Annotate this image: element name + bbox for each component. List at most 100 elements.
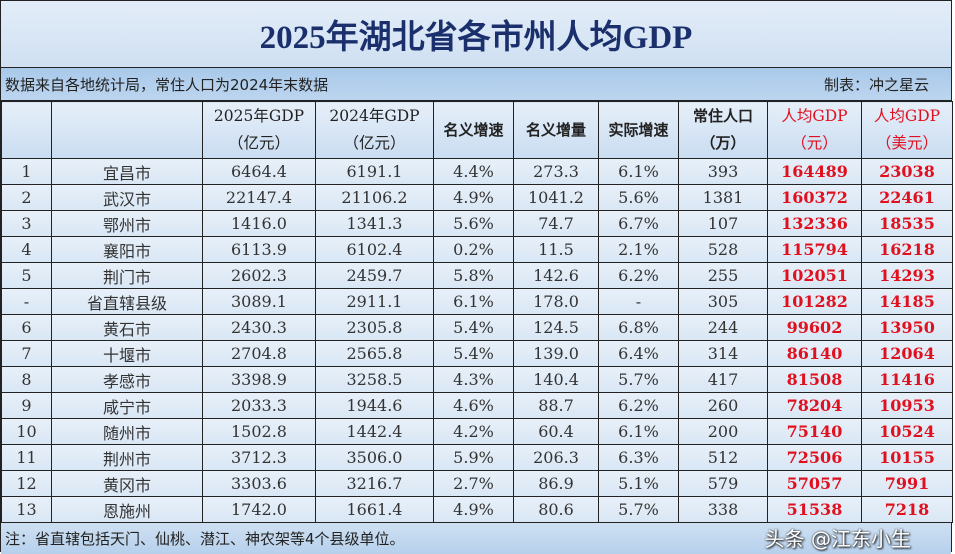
table-cell: 5.9%: [433, 444, 514, 471]
table-cell: 5.1%: [598, 470, 679, 497]
table-cell: 2565.8: [315, 340, 434, 367]
header-unit: （元）: [791, 134, 838, 152]
table-cell: 393: [678, 158, 768, 185]
table-cell: 2911.1: [315, 288, 434, 315]
table-cell: 2: [1, 184, 52, 211]
header-line: 常住人口: [692, 107, 753, 125]
table-cell: 8: [1, 366, 52, 393]
column-header: 2025年GDP （亿元）: [202, 101, 316, 159]
table-cell: 1381: [678, 184, 768, 211]
table-cell: 6.4%: [598, 340, 679, 367]
table-cell: 襄阳市: [51, 236, 203, 263]
table-cell: 21106.2: [315, 184, 434, 211]
table-cell: 57057: [767, 470, 862, 497]
table-cell: 99602: [767, 314, 862, 341]
table-cell: 273.3: [513, 158, 599, 185]
table-cell: 6: [1, 314, 52, 341]
table-cell: 206.3: [513, 444, 599, 471]
table-cell: 6464.4: [202, 158, 316, 185]
table-cell: 1944.6: [315, 392, 434, 419]
table-cell: 6.1%: [598, 158, 679, 185]
table-row: 3 鄂州市 1416.0 1341.3 5.6% 74.7 6.7% 107 132336 185…: [1, 210, 953, 237]
table-cell: 88.7: [513, 392, 599, 419]
table-cell: 255: [678, 262, 768, 289]
table-cell: 1661.4: [315, 496, 434, 523]
table-cell: 2459.7: [315, 262, 434, 289]
table-cell: 10: [1, 418, 52, 445]
table-cell: 3258.5: [315, 366, 434, 393]
table-cell: 1416.0: [202, 210, 316, 237]
table-row: 8 孝感市 3398.9 3258.5 4.3% 140.4 5.7% 417 81508 114…: [1, 366, 953, 393]
table-cell: 23038: [861, 158, 953, 185]
table-cell: 6.1%: [598, 418, 679, 445]
data-table: 2025年GDP （亿元） 2024年GDP （亿元） 名义增速 名义增量 实际增速 常住人口…: [1, 101, 953, 523]
footnote: 注：省直辖包括天门、仙桃、潜江、神农架等4个县级单位。: [5, 530, 405, 548]
table-cell: 11416: [861, 366, 953, 393]
table-cell: 417: [678, 366, 768, 393]
table-cell: 115794: [767, 236, 862, 263]
header-line: 2025年GDP: [213, 107, 305, 125]
table-cell: 5: [1, 262, 52, 289]
table-cell: 4.9%: [433, 184, 514, 211]
table-cell: 1442.4: [315, 418, 434, 445]
table-cell: 宜昌市: [51, 158, 203, 185]
header-line: 名义增量: [525, 120, 586, 139]
table-cell: 3398.9: [202, 366, 316, 393]
table-cell: 16218: [861, 236, 953, 263]
page-title: 2025年湖北省各市州人均GDP: [1, 1, 951, 68]
table-cell: 160372: [767, 184, 862, 211]
header-unit: （美元）: [875, 134, 938, 152]
table-cell: 22461: [861, 184, 953, 211]
table-cell: 武汉市: [51, 184, 203, 211]
table-cell: 102051: [767, 262, 862, 289]
table-row: 1 宜昌市 6464.4 6191.1 4.4% 273.3 6.1% 393 164489 23…: [1, 158, 953, 185]
header-unit: （亿元）: [227, 134, 290, 152]
table-cell: 13: [1, 496, 52, 523]
table-cell: 十堰市: [51, 340, 203, 367]
table-cell: 139.0: [513, 340, 599, 367]
table-cell: 6.3%: [598, 444, 679, 471]
table-cell: 3089.1: [202, 288, 316, 315]
table-cell: 6.1%: [433, 288, 514, 315]
table-cell: 1341.3: [315, 210, 434, 237]
table-cell: 142.6: [513, 262, 599, 289]
table-cell: 4.9%: [433, 496, 514, 523]
table-cell: 黄石市: [51, 314, 203, 341]
table-cell: 12: [1, 470, 52, 497]
table-cell: 178.0: [513, 288, 599, 315]
watermark: 头条 @江东小生: [764, 526, 911, 551]
header-unit: （万）: [700, 134, 746, 152]
table-cell: 1041.2: [513, 184, 599, 211]
table-cell: 74.7: [513, 210, 599, 237]
table-cell: 荆州市: [51, 444, 203, 471]
table-cell: 14293: [861, 262, 953, 289]
table-cell: 7218: [861, 496, 953, 523]
table-row: 10 随州市 1502.8 1442.4 4.2% 60.4 6.1% 200 75140 105…: [1, 418, 953, 445]
table-cell: 132336: [767, 210, 862, 237]
table-row: 9 咸宁市 2033.3 1944.6 4.6% 88.7 6.2% 260 78204 1095…: [1, 392, 953, 419]
table-cell: 2.7%: [433, 470, 514, 497]
table-cell: 72506: [767, 444, 862, 471]
table-row: 2 武汉市 22147.4 21106.2 4.9% 1041.2 5.6% 1381 1603…: [1, 184, 953, 211]
table-cell: 4.4%: [433, 158, 514, 185]
table-cell: 2.1%: [598, 236, 679, 263]
table-cell: 5.7%: [598, 366, 679, 393]
table-cell: 86.9: [513, 470, 599, 497]
table-row: 12 黄冈市 3303.6 3216.7 2.7% 86.9 5.1% 579 57057 799…: [1, 470, 953, 497]
table-row: 6 黄石市 2430.3 2305.8 5.4% 124.5 6.8% 244 99602 139…: [1, 314, 953, 341]
table-row: 11 荆州市 3712.3 3506.0 5.9% 206.3 6.3% 512 72506 10…: [1, 444, 953, 471]
footnote-bar: 注：省直辖包括天门、仙桃、潜江、神农架等4个县级单位。 头条 @江东小生: [1, 523, 951, 554]
table-cell: 10524: [861, 418, 953, 445]
table-cell: 5.6%: [598, 184, 679, 211]
table-cell: 7991: [861, 470, 953, 497]
table-cell: 1: [1, 158, 52, 185]
table-row: 13 恩施州 1742.0 1661.4 4.9% 80.6 5.7% 338 51538 721…: [1, 496, 953, 523]
table-cell: 4.3%: [433, 366, 514, 393]
table-cell: 2430.3: [202, 314, 316, 341]
table-cell: 恩施州: [51, 496, 203, 523]
table-cell: 6.2%: [598, 392, 679, 419]
table-cell: 3303.6: [202, 470, 316, 497]
column-header: 人均GDP （美元）: [861, 101, 953, 159]
column-header: [51, 101, 203, 159]
